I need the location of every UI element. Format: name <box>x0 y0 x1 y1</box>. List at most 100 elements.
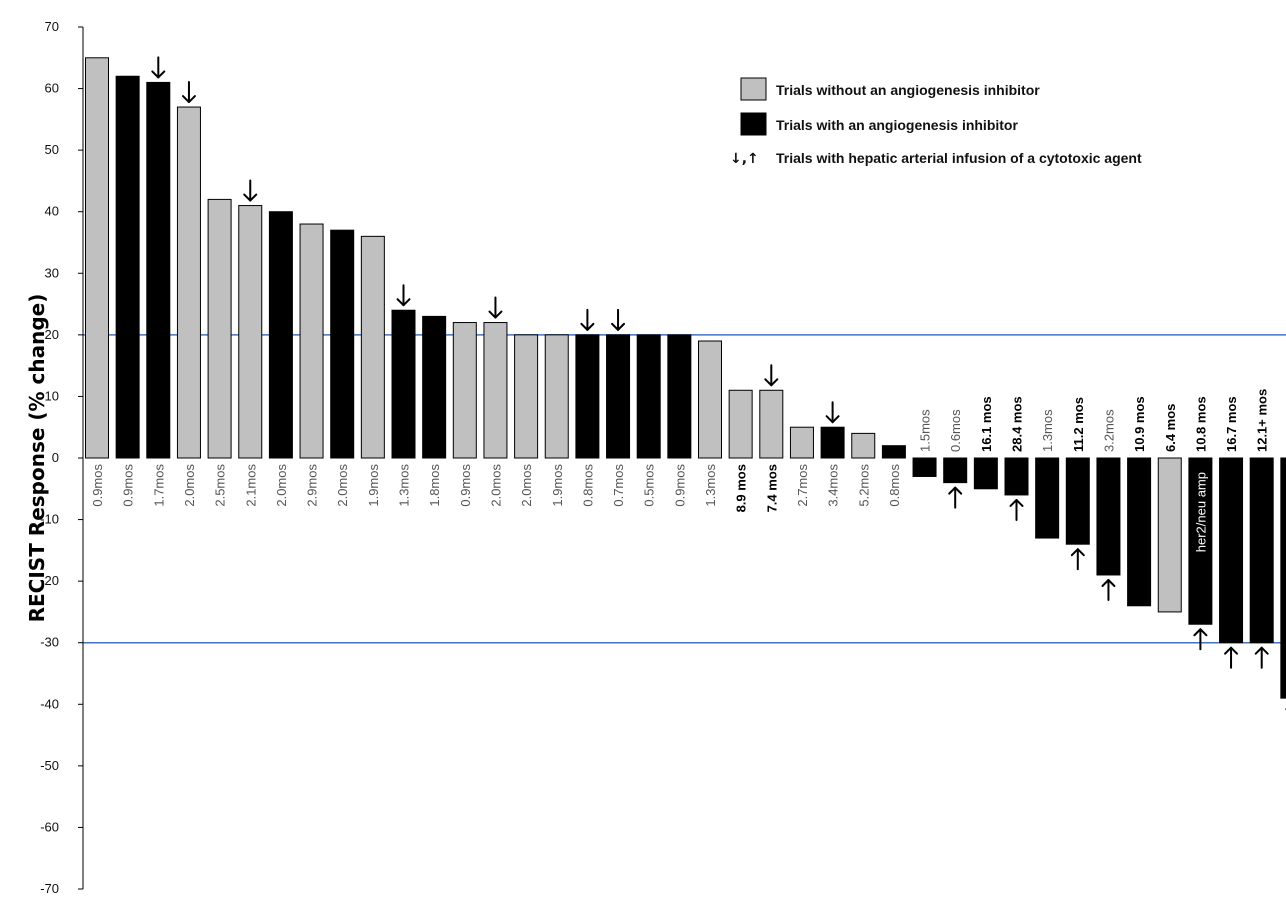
bar-label: 3.2mos <box>1101 409 1116 452</box>
y-tick-label: 0 <box>52 450 59 465</box>
bar-label: 1.3mos <box>703 464 718 507</box>
bar <box>1127 457 1152 607</box>
bar-label: 1.5mos <box>918 409 933 452</box>
y-tick-label: -40 <box>40 696 59 711</box>
bar <box>667 334 692 459</box>
bar <box>483 322 508 459</box>
y-tick-label: -50 <box>40 758 59 773</box>
bar <box>422 315 447 459</box>
bar <box>268 211 293 459</box>
bar <box>544 334 569 459</box>
bar <box>1035 457 1060 539</box>
bar-label: 28.4 mos <box>1010 396 1025 452</box>
bar-label: 7.4 mos <box>764 464 779 512</box>
hai-arrow-down <box>243 179 258 202</box>
legend: Trials without an angiogenesis inhibitor… <box>730 77 1142 167</box>
bar-label: 1.8mos <box>427 464 442 507</box>
bar-label: 1.9mos <box>366 464 381 507</box>
legend-arrow-symbols: ↓,↑ <box>730 151 759 167</box>
hai-arrow-down <box>151 56 166 79</box>
bar-label: 6.4 mos <box>1163 404 1178 452</box>
hai-arrow-down <box>580 308 595 331</box>
bar <box>698 340 722 459</box>
bar <box>1249 457 1274 644</box>
bar <box>115 75 140 459</box>
bar <box>176 106 201 459</box>
bar-label: 2.9mos <box>305 464 320 507</box>
bar-label: 0.8mos <box>580 464 595 507</box>
y-tick-label: 70 <box>45 19 59 34</box>
bar-label: 2.5mos <box>213 464 228 507</box>
y-axis-title: RECIST Response (% change) <box>25 294 49 623</box>
hai-arrow-up <box>1070 548 1085 571</box>
legend-label-without: Trials without an angiogenesis inhibitor <box>776 82 1040 98</box>
y-tick-label: 40 <box>45 204 59 219</box>
bar-label: 16.7 mos <box>1224 396 1239 452</box>
bar-label: 3.4mos <box>826 464 841 507</box>
bar <box>299 223 324 459</box>
y-tick-label: 30 <box>45 265 59 280</box>
bar-label: 1.3mos <box>397 464 412 507</box>
bar <box>912 457 937 477</box>
bar <box>452 322 477 459</box>
bar <box>575 334 600 459</box>
bar <box>820 426 845 459</box>
y-tick-label: -30 <box>40 635 59 650</box>
bar <box>146 81 171 459</box>
bar <box>759 389 784 459</box>
bar-label: 0.5mos <box>642 464 657 507</box>
bar-label: 10.9 mos <box>1132 396 1147 452</box>
hai-arrow-down <box>181 81 196 104</box>
bar <box>207 198 232 459</box>
bar-label: 1.9mos <box>550 464 565 507</box>
bar-label: 2.1mos <box>243 464 258 507</box>
y-tick-label: 50 <box>45 142 59 157</box>
bar <box>973 457 998 490</box>
bar-labels: 0.9mos 0.9mos 1.7mos 2.0mos 2.5mos 2.1mos 2.0m… <box>90 389 1286 552</box>
bar-label: 0.9mos <box>672 464 687 507</box>
bar-label: 2.0mos <box>519 464 534 507</box>
bar-label: 0.8mos <box>887 464 902 507</box>
y-axis: 70 60 50 40 30 20 10 0 -10 -20 -30 -40 -50 -60 -70 <box>40 19 84 896</box>
legend-label-hai: Trials with hepatic arterial infusion of… <box>776 150 1142 166</box>
bar <box>728 389 753 459</box>
bar-label: 2.0mos <box>182 464 197 507</box>
bar-label: 11.2 mos <box>1071 397 1086 452</box>
bar-label: 2.0mos <box>335 464 350 507</box>
bar <box>1219 457 1244 644</box>
bar <box>1188 457 1213 625</box>
bars <box>85 57 1286 699</box>
bar-label: 16.1 mos <box>979 396 994 452</box>
bar <box>1065 457 1090 545</box>
bar-label: 1.3mos <box>1040 409 1055 452</box>
hai-arrow-up <box>1224 646 1239 669</box>
bar <box>1004 457 1029 496</box>
y-tick-label: 60 <box>45 81 59 96</box>
bar-label: 2.0mos <box>274 464 289 507</box>
bar-label: 0.9mos <box>90 464 105 507</box>
bar-label: 10.8 mos <box>1193 396 1208 452</box>
y-tick-label: -70 <box>40 881 59 896</box>
legend-black-swatch <box>740 112 767 136</box>
bar <box>881 445 906 459</box>
hai-arrow-up <box>1193 628 1208 651</box>
hai-arrow-down <box>825 401 840 424</box>
bar <box>851 432 876 459</box>
bar-label: 5.2mos <box>856 464 871 507</box>
y-tick-label: -20 <box>40 573 59 588</box>
hai-arrow-up <box>948 486 963 509</box>
y-tick-label: 10 <box>45 388 59 403</box>
bar <box>636 334 661 459</box>
hai-arrow-up <box>1101 578 1116 601</box>
bar-label: 0.7mos <box>611 464 626 507</box>
y-tick-label: -10 <box>40 512 59 527</box>
bar-label: 8.9 mos <box>734 464 749 512</box>
bar <box>1096 457 1121 576</box>
bar <box>1280 457 1286 699</box>
bar-label: 0.9mos <box>458 464 473 507</box>
y-tick-label: 20 <box>45 327 59 342</box>
bar-label: 2.7mos <box>795 464 810 507</box>
hai-arrow-down <box>611 308 626 331</box>
bar <box>360 235 385 459</box>
bar <box>514 334 539 459</box>
